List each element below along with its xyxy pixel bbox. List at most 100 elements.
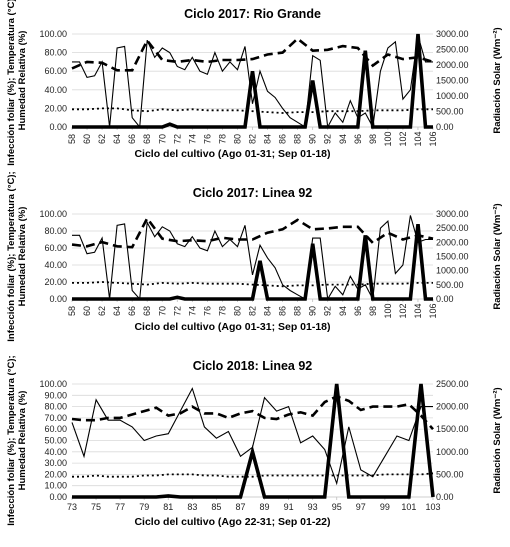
x-tick-label: 82 [248, 134, 258, 144]
x-tick-label: 92 [323, 134, 333, 144]
x-tick-label: 101 [401, 502, 416, 512]
chart-rio-grande-2017: 0.00 20.00 40.00 60.00 80.00 100.00 0.00 500.00… [6, 0, 503, 166]
x-tick-label: 88 [293, 134, 303, 144]
y-right-axis-label: Radiación Solar (Wm⁻²) [492, 203, 503, 309]
y-left-tick-label: 30.00 [44, 458, 67, 468]
x-tick-label: 60 [82, 134, 92, 144]
x-tick-label: 98 [368, 306, 378, 316]
x-tick-label: 80 [232, 134, 242, 144]
y-left-tick-label: 80.00 [44, 402, 67, 412]
series-line-dashed-thick [71, 394, 434, 431]
y-left-tick-label: 40.00 [44, 447, 67, 457]
y-right-tick-label: 1000.00 [436, 91, 469, 101]
chart-title: Ciclo 2017: Rio Grande [184, 7, 321, 21]
x-tick-label: 84 [263, 306, 273, 316]
y-right-tick-label: 3000.00 [436, 209, 469, 219]
y-right-tick-label: 2000.00 [436, 237, 469, 247]
series-line-dotted [72, 281, 433, 288]
x-tick-label: 78 [217, 306, 227, 316]
x-tick-label: 75 [91, 502, 101, 512]
y-right-tick-label: 1500.00 [436, 252, 469, 262]
x-tick-label: 94 [338, 134, 348, 144]
x-tick-label: 78 [217, 134, 227, 144]
y-left-tick-label: 20.00 [44, 103, 67, 113]
y-left-tick-label: 80.00 [44, 226, 67, 236]
x-tick-label: 68 [142, 134, 152, 144]
y-right-tick-label: 2500.00 [436, 223, 469, 233]
y-left-axis-label: Infección foliar (%); Temperatura (°C);H… [6, 171, 28, 341]
y-left-tick-label: 100.00 [39, 379, 67, 389]
y-left-tick-label: 100.00 [39, 209, 67, 219]
chart-linea-92-2018: 0.0010.0020.0030.0040.0050.0060.0070.008… [6, 355, 503, 528]
y-left-tick-label: 60.00 [44, 424, 67, 434]
x-tick-label: 93 [308, 502, 318, 512]
y-left-tick-label: 60.00 [44, 66, 67, 76]
x-tick-label: 62 [97, 306, 107, 316]
x-tick-label: 104 [413, 131, 423, 146]
x-tick-label: 72 [172, 306, 182, 316]
series-line-dotted [72, 107, 433, 114]
x-axis-label: Ciclo del cultivo (Ago 01-31; Sep 01-18) [134, 148, 330, 160]
series-line-solid-thin [72, 215, 433, 301]
y-left-tick-label: 0.00 [49, 122, 67, 132]
x-axis-label: Ciclo del cultivo (Ago 22-31; Sep 01-22) [134, 516, 330, 528]
x-tick-label: 70 [157, 134, 167, 144]
x-tick-label: 60 [82, 306, 92, 316]
y-right-tick-label: 1500.00 [436, 424, 469, 434]
y-right-tick-label: 0.00 [436, 492, 454, 502]
y-right-tick-label: 0.00 [436, 294, 454, 304]
y-left-axis-label: Infección foliar (%); Temperatura (°C);H… [6, 0, 28, 166]
x-tick-label: 103 [425, 502, 440, 512]
x-tick-label: 80 [232, 306, 242, 316]
x-tick-label: 68 [142, 306, 152, 316]
y-left-tick-label: 0.00 [49, 294, 67, 304]
x-tick-label: 64 [112, 306, 122, 316]
y-left-tick-label: 0.00 [49, 492, 67, 502]
x-tick-label: 90 [308, 134, 318, 144]
y-right-tick-label: 1500.00 [436, 76, 469, 86]
x-tick-label: 89 [260, 502, 270, 512]
x-tick-label: 104 [413, 303, 423, 318]
x-tick-label: 102 [398, 303, 408, 318]
x-tick-label: 84 [263, 134, 273, 144]
x-tick-label: 99 [380, 502, 390, 512]
x-tick-label: 74 [187, 134, 197, 144]
series-line-solid-thick [72, 224, 433, 301]
series-line-solid-thick [72, 33, 433, 129]
y-left-tick-label: 90.00 [44, 390, 67, 400]
x-tick-label: 79 [139, 502, 149, 512]
x-tick-label: 58 [67, 306, 77, 316]
x-tick-label: 76 [202, 134, 212, 144]
x-tick-label: 91 [284, 502, 294, 512]
x-tick-label: 86 [278, 134, 288, 144]
x-tick-label: 64 [112, 134, 122, 144]
y-right-tick-label: 3000.00 [436, 29, 469, 39]
y-left-tick-label: 20.00 [44, 469, 67, 479]
x-tick-label: 88 [293, 306, 303, 316]
x-tick-label: 97 [356, 502, 366, 512]
chart-title: Ciclo 2017: Linea 92 [193, 186, 313, 200]
x-tick-label: 82 [248, 306, 258, 316]
y-left-tick-label: 10.00 [44, 481, 67, 491]
x-tick-label: 66 [127, 306, 137, 316]
x-tick-label: 100 [383, 131, 393, 146]
series-line-dotted [72, 472, 434, 478]
x-tick-label: 98 [368, 134, 378, 144]
y-right-tick-label: 0.00 [436, 122, 454, 132]
series-line-solid-thick [72, 383, 435, 499]
x-tick-label: 72 [172, 134, 182, 144]
x-tick-label: 96 [353, 306, 363, 316]
chart-linea-92-2017: 0.00 20.00 40.00 60.00 80.00 100.00 0.00 500.00… [6, 171, 503, 341]
x-tick-label: 73 [67, 502, 77, 512]
x-tick-label: 58 [67, 134, 77, 144]
x-tick-label: 74 [187, 306, 197, 316]
x-tick-label: 94 [338, 306, 348, 316]
x-tick-label: 76 [202, 306, 212, 316]
x-tick-label: 106 [428, 303, 438, 318]
x-tick-label: 95 [332, 502, 342, 512]
y-right-tick-label: 500.00 [436, 280, 464, 290]
y-right-tick-label: 1000.00 [436, 266, 469, 276]
x-tick-label: 77 [115, 502, 125, 512]
x-tick-label: 102 [398, 131, 408, 146]
